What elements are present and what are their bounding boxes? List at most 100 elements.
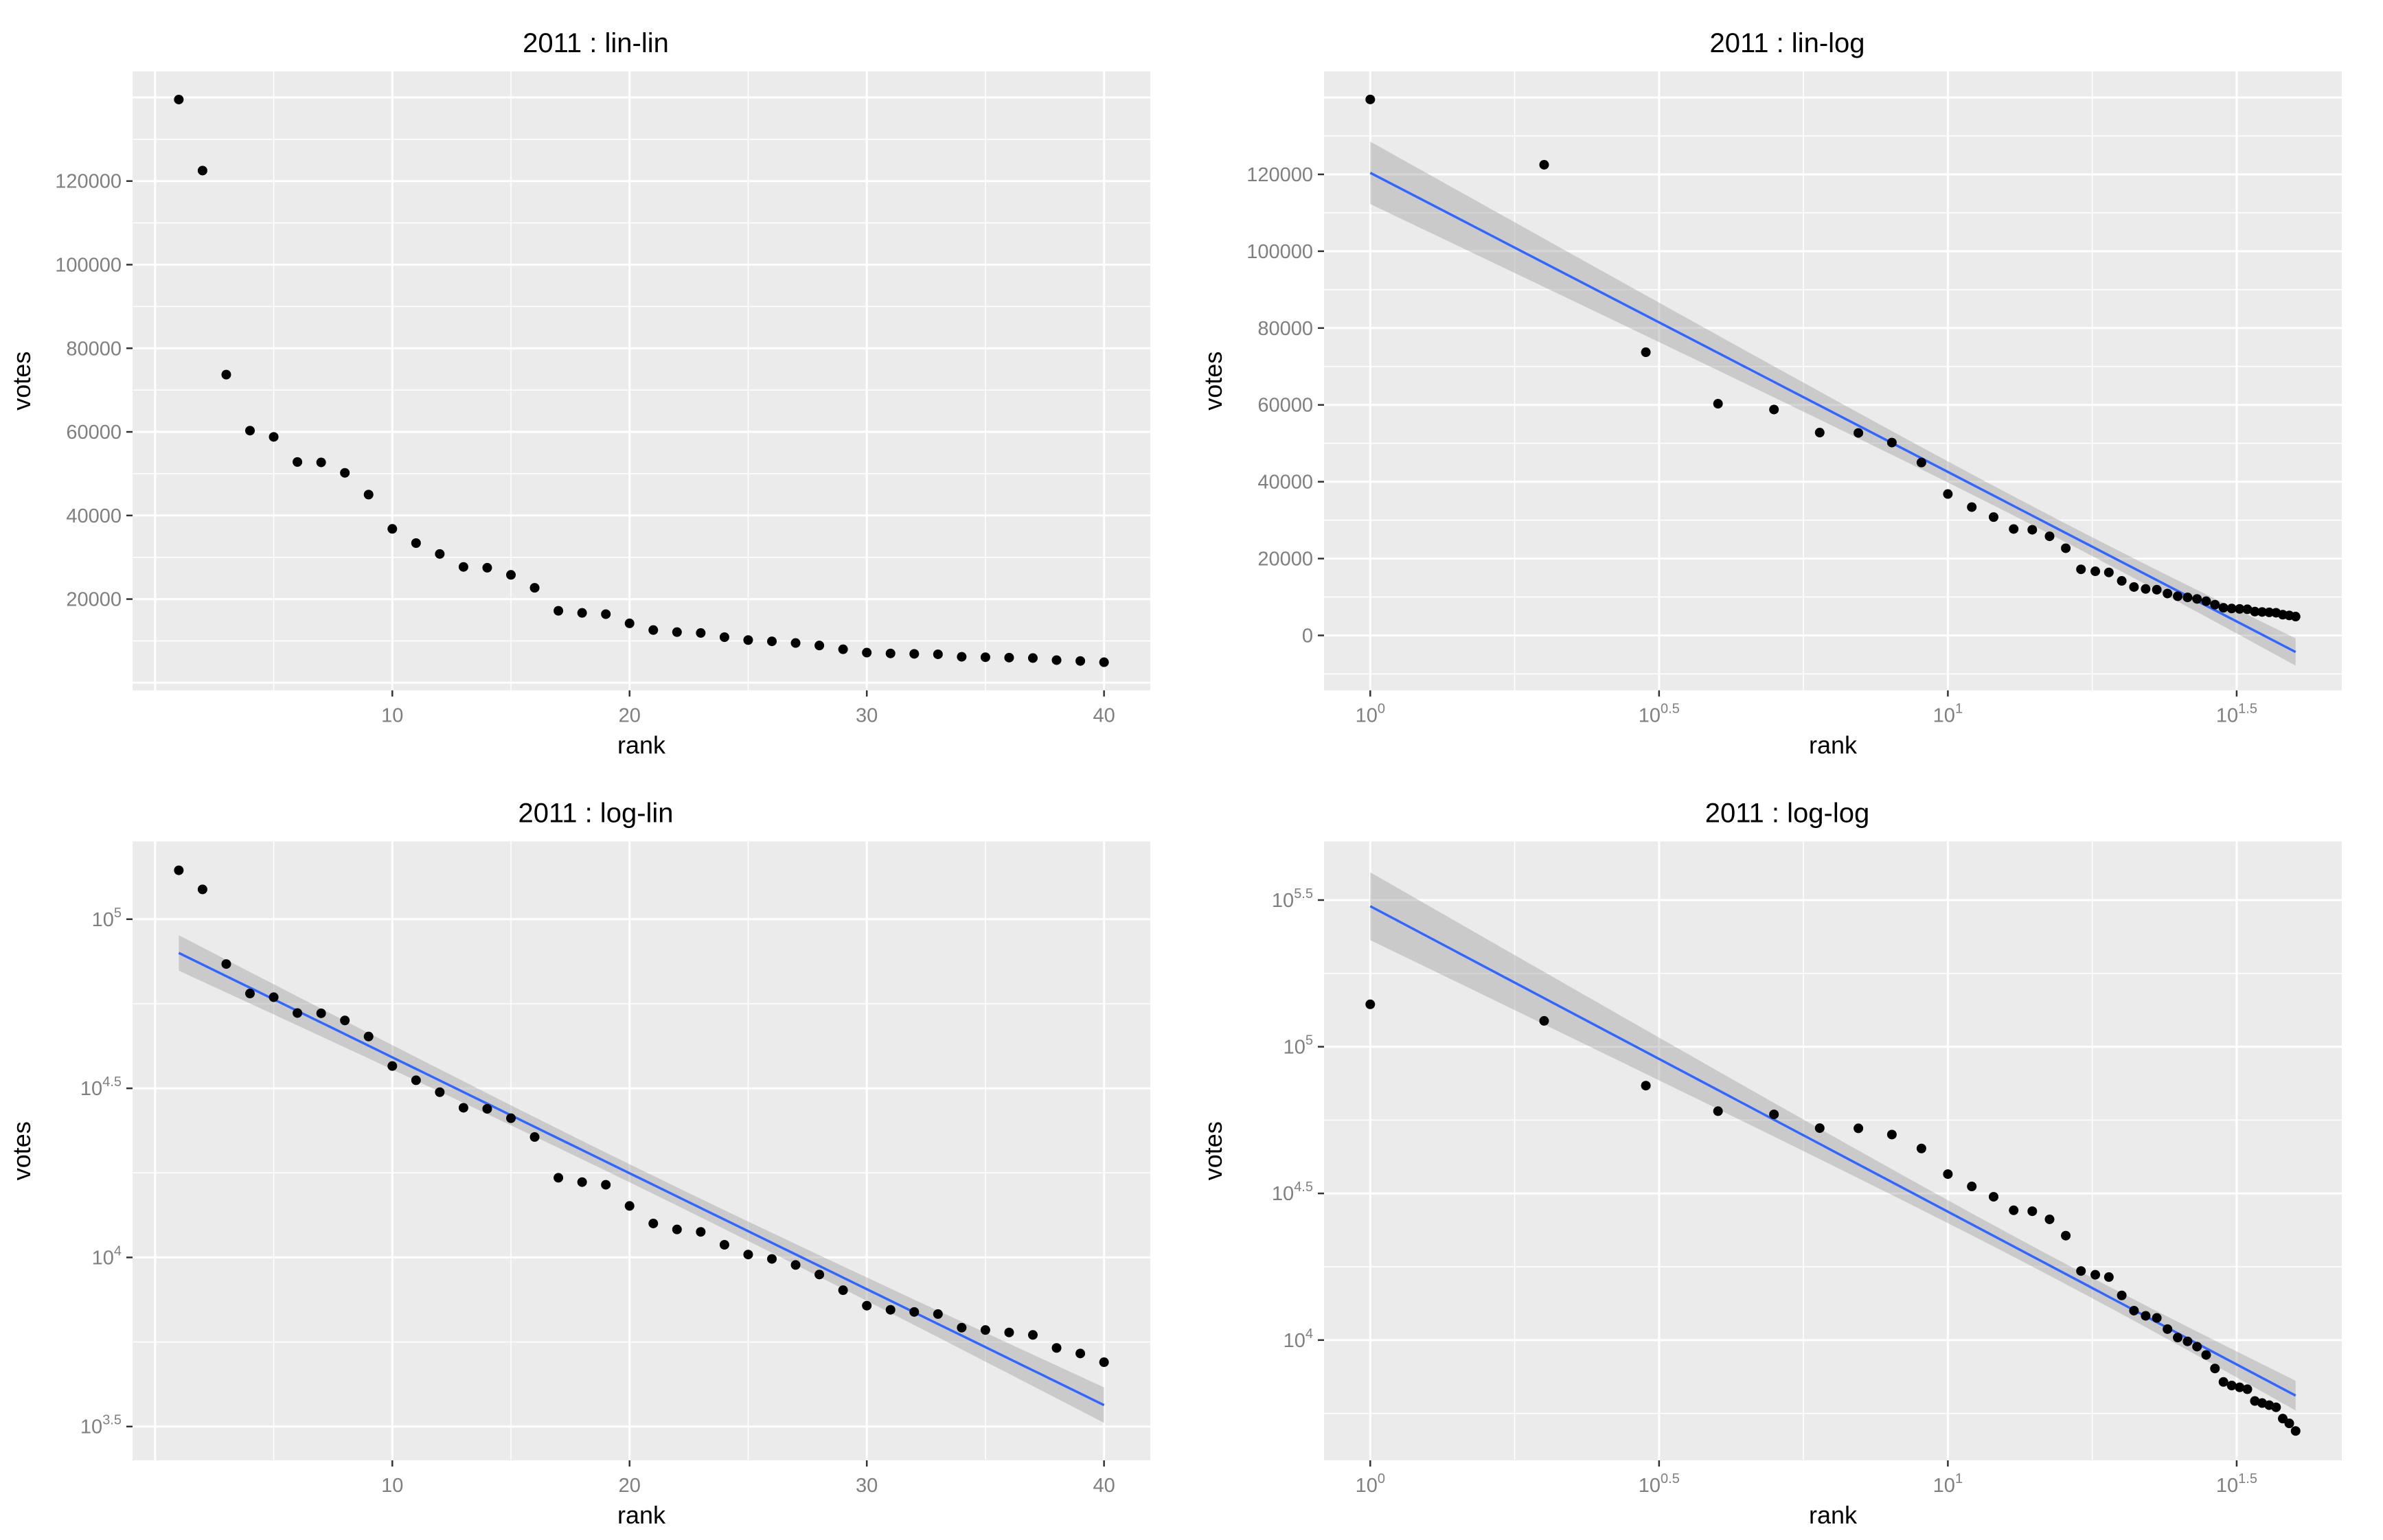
data-point — [554, 606, 564, 616]
y-tick-label: 100000 — [55, 254, 122, 276]
tick-marks — [126, 180, 1105, 697]
panel-background — [133, 841, 1150, 1460]
panel-lin-lin: 10 20 30 40 20000 40000 60000 80000 100000 120000… — [8, 28, 1150, 759]
data-point — [2090, 566, 2101, 577]
data-point — [2192, 594, 2202, 604]
x-tick-label: 100 — [1356, 1471, 1385, 1497]
data-point — [909, 649, 920, 659]
data-point — [2242, 1384, 2253, 1394]
y-tick-label: 60000 — [66, 422, 122, 444]
data-point — [2290, 612, 2301, 622]
data-point — [293, 457, 303, 467]
data-point — [2152, 584, 2162, 595]
data-point — [1713, 1106, 1723, 1116]
data-point — [221, 959, 231, 969]
data-point — [1967, 502, 1977, 512]
gridlines-minor — [133, 841, 1150, 1460]
data-point — [1988, 1192, 1998, 1202]
data-point — [1539, 159, 1549, 170]
data-point — [1886, 437, 1897, 448]
data-point — [2076, 564, 2086, 575]
y-axis-title: votes — [8, 352, 36, 411]
y-tick-label: 120000 — [55, 171, 122, 193]
data-point — [2044, 1214, 2055, 1224]
data-point — [2173, 1333, 2183, 1343]
data-point — [696, 1227, 706, 1237]
data-point — [340, 468, 350, 478]
y-axis-title: votes — [1199, 1121, 1227, 1180]
data-point — [174, 94, 184, 104]
data-point — [1099, 657, 1109, 667]
data-point — [1365, 94, 1376, 104]
data-point — [1814, 428, 1825, 438]
data-point — [577, 608, 587, 618]
data-point — [719, 632, 729, 642]
data-point — [1769, 1110, 1779, 1120]
x-tick-label: 30 — [856, 1475, 878, 1497]
data-point — [885, 1305, 896, 1315]
data-point — [245, 989, 255, 999]
panel-title: 2011 : lin-log — [1709, 28, 1865, 58]
y-tick-label: 120000 — [1246, 164, 1313, 186]
x-tick-label: 101 — [1933, 1471, 1963, 1497]
points-layer — [174, 865, 1109, 1368]
data-point — [838, 1285, 848, 1296]
data-point — [2061, 1230, 2071, 1241]
tick-labels: 100 100.5 101 101.5 0 20000 40000 60000 80000 100… — [1246, 164, 2257, 727]
points-layer — [1365, 94, 2301, 622]
x-tick-label: 40 — [1093, 705, 1115, 727]
data-point — [1916, 1143, 1926, 1153]
data-point — [2141, 1311, 2151, 1321]
tick-marks — [1318, 173, 2238, 697]
data-point — [909, 1307, 920, 1317]
data-point — [2210, 599, 2220, 610]
data-point — [1028, 1330, 1038, 1340]
data-point — [293, 1008, 303, 1018]
data-point — [957, 652, 967, 662]
data-point — [767, 1254, 777, 1264]
data-point — [269, 432, 279, 442]
data-point — [814, 1269, 825, 1280]
data-point — [387, 1061, 398, 1071]
data-point — [221, 369, 231, 380]
data-point — [340, 1015, 350, 1026]
data-point — [980, 1325, 990, 1335]
data-point — [2284, 1418, 2294, 1429]
gridlines-minor — [133, 71, 1150, 691]
data-point — [363, 490, 374, 500]
data-point — [506, 1113, 516, 1123]
data-point — [458, 562, 468, 572]
x-axis-title: rank — [617, 1501, 666, 1529]
data-point — [2103, 567, 2114, 577]
data-point — [2009, 1205, 2019, 1215]
data-point — [2226, 1381, 2237, 1391]
data-point — [316, 1008, 326, 1018]
data-point — [885, 648, 896, 658]
gridlines-major — [1324, 841, 2342, 1460]
data-point — [743, 635, 753, 645]
data-point — [648, 1218, 659, 1228]
data-point — [1004, 1327, 1014, 1337]
data-point — [577, 1177, 587, 1187]
data-point — [316, 457, 326, 468]
panel-title: 2011 : log-lin — [518, 798, 673, 829]
tick-marks — [1318, 899, 2238, 1467]
data-point — [862, 647, 872, 658]
panel-log-log: 100 100.5 101 101.5 104 104.5 105 105.5 rank vote… — [1199, 798, 2342, 1529]
data-point — [1854, 1123, 1864, 1134]
smooth-layer — [178, 935, 1105, 1423]
data-point — [1886, 1129, 1897, 1140]
data-point — [2009, 524, 2019, 534]
data-point — [2218, 603, 2228, 613]
data-point — [197, 884, 207, 895]
x-tick-label: 100.5 — [1639, 1471, 1680, 1497]
points-layer — [1365, 999, 2301, 1436]
data-point — [2257, 607, 2267, 617]
y-tick-label: 20000 — [1257, 549, 1313, 571]
data-point — [2182, 1336, 2193, 1346]
data-point — [2090, 1269, 2101, 1280]
y-tick-label: 100000 — [1246, 241, 1313, 263]
y-tick-label: 104 — [1284, 1326, 1313, 1352]
data-point — [197, 165, 207, 176]
